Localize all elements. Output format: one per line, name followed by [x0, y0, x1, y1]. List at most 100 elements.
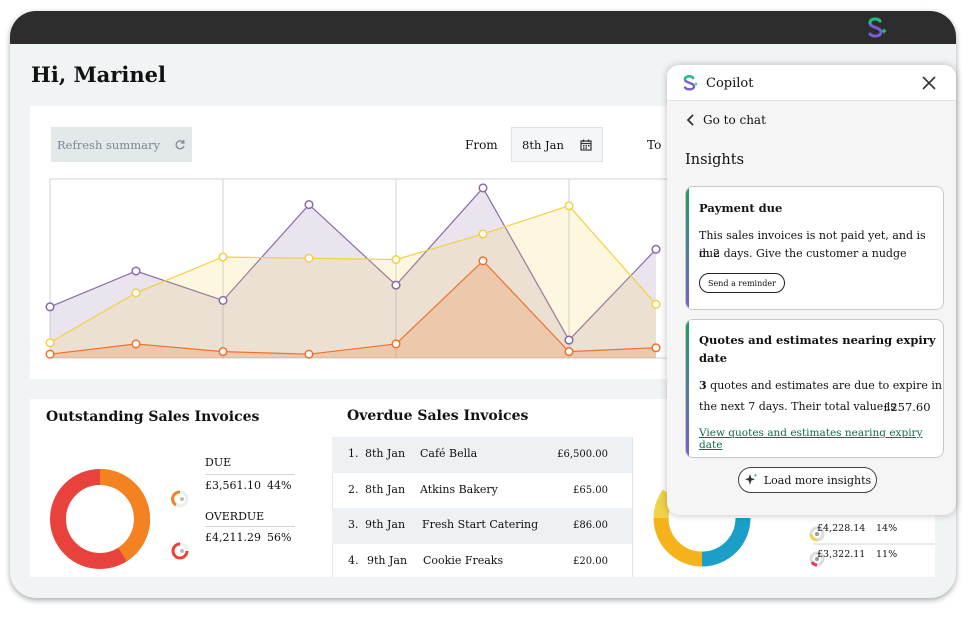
overdue-invoice-row[interactable]: 3. 9th Jan Fresh Start Catering £86.00: [332, 508, 632, 544]
summary-card: Refresh summary From 8th Jan To: [30, 106, 710, 379]
data-point[interactable]: [131, 288, 141, 298]
insight-title: Payment due: [699, 201, 783, 215]
insight-body-line: in 2 days. Give the customer a nudge: [699, 247, 907, 260]
to-label: To: [647, 138, 662, 152]
data-point[interactable]: [651, 244, 661, 254]
chart-frame: [49, 178, 710, 359]
copilot-title: Copilot: [706, 76, 754, 91]
go-to-chat-link[interactable]: Go to chat: [685, 113, 766, 127]
insight-body-line: 3 quotes and estimates are due to expire…: [699, 377, 942, 395]
data-point[interactable]: [564, 335, 574, 345]
data-point[interactable]: [131, 266, 141, 276]
row-amount: £65.00: [573, 484, 608, 496]
row-amount: £6,500.00: [557, 449, 608, 460]
due-percent: 44%: [267, 479, 292, 492]
total-value: £257.60: [883, 400, 931, 414]
quote-count: 3: [699, 379, 707, 392]
data-point[interactable]: [304, 200, 314, 210]
legend-percent: 14%: [876, 523, 898, 534]
outstanding-donut-chart: [50, 468, 189, 569]
series-area: [50, 187, 656, 358]
due-label: DUE: [205, 456, 232, 469]
greeting-heading: Hi, Marinel: [31, 62, 166, 87]
data-point[interactable]: [304, 349, 314, 359]
data-point[interactable]: [651, 343, 661, 353]
insight-body-text: quotes and estimates are due to expire i…: [706, 379, 942, 392]
row-date: 8th Jan: [365, 482, 406, 496]
from-label: From: [465, 138, 498, 152]
data-point[interactable]: [304, 253, 314, 263]
row-date: 8th Jan: [365, 447, 406, 460]
data-point[interactable]: [478, 229, 488, 239]
insight-title: Quotes and estimates nearing expiry: [699, 333, 936, 347]
row-customer: Café Bella: [420, 447, 478, 460]
divider: [332, 437, 333, 577]
top-bar: [10, 11, 956, 44]
row-amount: £20.00: [573, 555, 608, 567]
overdue-amount: £4,211.29: [205, 531, 261, 544]
outstanding-invoices-title: Outstanding Sales Invoices: [46, 409, 260, 425]
insight-body-line: the next 7 days. Their total value is: [699, 400, 896, 413]
refresh-summary-label: Refresh summary: [57, 137, 160, 152]
divider: [632, 437, 633, 577]
row-customer: Atkins Bakery: [420, 482, 498, 496]
data-point[interactable]: [131, 339, 141, 349]
due-amount: £3,561.10: [205, 479, 261, 492]
data-point[interactable]: [651, 299, 661, 309]
donut-due-segment: [99, 468, 151, 562]
data-point[interactable]: [45, 349, 55, 359]
copilot-logo-icon[interactable]: [865, 16, 887, 40]
data-point[interactable]: [391, 255, 401, 265]
legend-percent: 11%: [876, 549, 898, 560]
insights-heading: Insights: [685, 152, 745, 168]
summary-area-chart: [45, 178, 710, 359]
divider: [205, 526, 295, 527]
data-point[interactable]: [218, 295, 228, 306]
from-date-field[interactable]: 8th Jan: [511, 127, 603, 162]
copilot-logo-icon: [683, 75, 698, 91]
overdue-invoice-row[interactable]: 2. 8th Jan Atkins Bakery £65.00: [332, 473, 632, 509]
data-point[interactable]: [391, 280, 401, 290]
data-point[interactable]: [478, 256, 488, 266]
close-icon[interactable]: [921, 75, 937, 91]
calendar-icon[interactable]: [580, 139, 592, 151]
copilot-header: Copilot: [667, 65, 956, 101]
data-point[interactable]: [45, 302, 55, 312]
copilot-panel: Copilot Go to chat Insights Payment due …: [667, 65, 956, 515]
legend-amount: £4,228.14: [817, 523, 866, 534]
insight-title: date: [699, 351, 728, 365]
donut-blue-segment: [701, 517, 751, 567]
donut-orange-segment: [653, 517, 703, 567]
overdue-invoice-list: 1. 8th Jan Café Bella £6,500.00 2. 8th J…: [332, 437, 632, 579]
data-point[interactable]: [564, 201, 574, 211]
data-point[interactable]: [391, 339, 401, 349]
load-more-insights-button[interactable]: Load more insights: [738, 467, 877, 493]
overdue-invoice-row[interactable]: 4. 9th Jan Cookie Freaks £20.00: [332, 544, 632, 580]
data-point[interactable]: [564, 347, 574, 357]
legend-amount: £3,322.11: [817, 549, 866, 560]
data-point[interactable]: [45, 338, 55, 348]
row-number: 4.: [348, 553, 359, 567]
data-point[interactable]: [478, 183, 488, 193]
third-donut-chart: [653, 489, 935, 567]
overdue-invoice-row[interactable]: 1. 8th Jan Café Bella £6,500.00: [332, 437, 632, 473]
overdue-percent: 56%: [267, 531, 292, 544]
row-number: 3.: [348, 518, 359, 531]
insight-card-quotes-expiry: Quotes and estimates nearing expiry date…: [685, 319, 944, 458]
send-reminder-button[interactable]: Send a reminder: [699, 273, 785, 293]
row-customer: Fresh Start Catering: [422, 518, 539, 531]
row-number: 2.: [348, 482, 359, 496]
overdue-invoices-title: Overdue Sales Invoices: [347, 408, 529, 424]
series-line: [49, 205, 657, 344]
from-date-value: 8th Jan: [522, 137, 564, 152]
insight-body-line: This sales invoices is not paid yet, and…: [699, 229, 926, 260]
series-area: [50, 205, 656, 358]
view-quotes-link[interactable]: View quotes and estimates nearing expiry…: [699, 427, 923, 451]
data-point[interactable]: [218, 252, 228, 262]
divider: [205, 474, 295, 475]
load-more-label: Load more insights: [763, 473, 872, 487]
series-line: [49, 186, 657, 342]
refresh-summary-button[interactable]: Refresh summary: [51, 127, 192, 162]
data-point[interactable]: [218, 347, 228, 357]
row-customer: Cookie Freaks: [423, 553, 504, 567]
